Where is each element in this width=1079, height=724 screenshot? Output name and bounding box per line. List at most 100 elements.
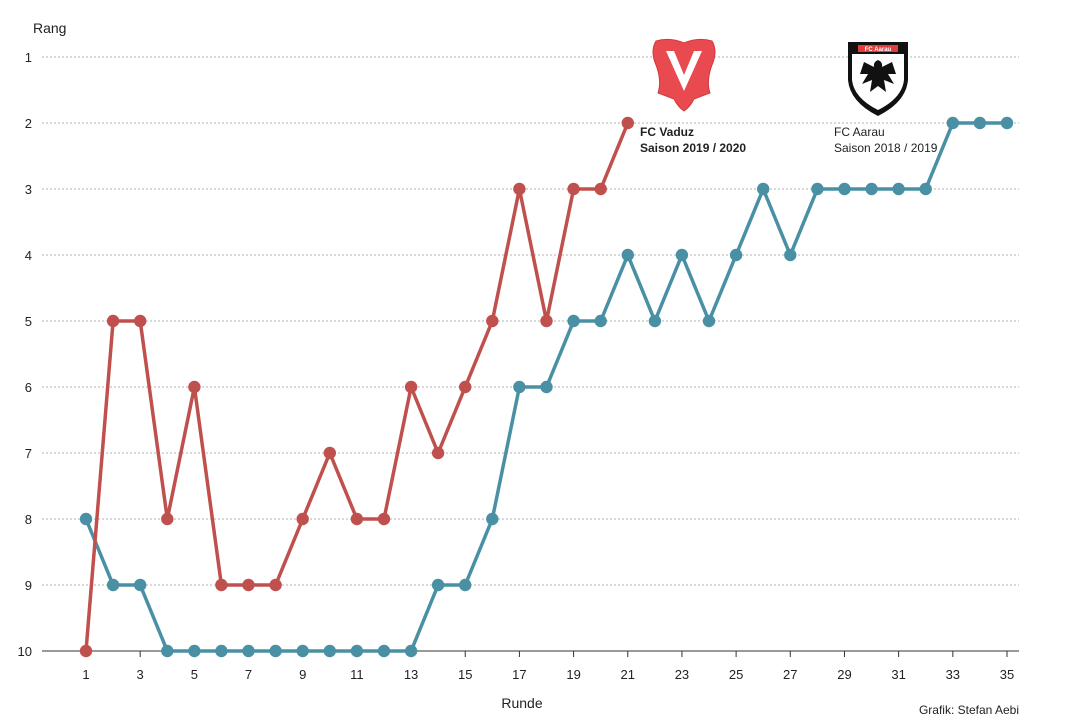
data-point-vaduz — [161, 512, 174, 526]
legend-vaduz-name: FC Vaduz — [640, 125, 694, 139]
legend-aarau-name: FC Aarau — [834, 125, 885, 139]
data-point-vaduz — [134, 314, 147, 328]
x-tick-label: 27 — [783, 667, 797, 682]
data-point-vaduz — [377, 512, 391, 526]
data-point-aarau — [161, 644, 174, 658]
data-point-vaduz — [594, 182, 607, 196]
credit-text: Grafik: Stefan Aebi — [919, 703, 1019, 717]
data-point-aarau — [242, 644, 255, 658]
data-point-vaduz — [486, 314, 499, 328]
data-point-aarau — [404, 644, 418, 658]
x-tick-label: 21 — [621, 667, 635, 682]
data-point-aarau — [188, 644, 201, 658]
x-tick-label: 1 — [82, 667, 89, 682]
data-point-vaduz — [323, 446, 336, 460]
data-point-aarau — [919, 182, 932, 196]
svg-text:FC Aarau: FC Aarau — [865, 47, 892, 53]
data-point-vaduz — [106, 314, 120, 328]
data-point-aarau — [134, 578, 147, 592]
data-point-aarau — [350, 644, 364, 658]
fc-vaduz-crest-icon — [652, 38, 716, 112]
data-point-aarau — [323, 644, 336, 658]
data-point-aarau — [621, 248, 634, 262]
data-point-aarau — [892, 182, 905, 196]
x-tick-label: 5 — [191, 667, 198, 682]
data-point-aarau — [865, 182, 878, 196]
data-point-aarau — [648, 314, 662, 328]
data-point-aarau — [377, 644, 391, 658]
x-tick-label: 25 — [729, 667, 743, 682]
y-tick-label: 10 — [18, 644, 32, 659]
y-tick-label: 8 — [25, 512, 32, 527]
x-tick-label: 19 — [566, 667, 580, 682]
x-tick-label: 7 — [245, 667, 252, 682]
data-point-vaduz — [567, 182, 580, 196]
y-tick-label: 1 — [25, 50, 32, 65]
data-point-aarau — [811, 182, 824, 196]
fc-aarau-crest-icon: FC Aarau — [848, 42, 908, 116]
x-tick-label: 23 — [675, 667, 689, 682]
x-tick-label: 35 — [1000, 667, 1014, 682]
data-point-aarau — [1000, 116, 1014, 130]
data-point-aarau — [702, 314, 716, 328]
data-point-aarau — [513, 380, 526, 394]
data-point-aarau — [973, 116, 987, 130]
y-tick-label: 9 — [25, 578, 32, 593]
data-point-aarau — [269, 644, 282, 658]
x-tick-label: 11 — [350, 667, 364, 682]
data-point-aarau — [838, 182, 851, 196]
series-layer — [79, 116, 1014, 658]
legend-vaduz-season: Saison 2019 / 2020 — [640, 141, 746, 155]
data-point-aarau — [784, 248, 797, 262]
data-point-vaduz — [188, 380, 201, 394]
y-tick-label: 6 — [25, 380, 32, 395]
data-point-vaduz — [79, 644, 93, 658]
data-point-vaduz — [215, 578, 228, 592]
series-vaduz — [79, 116, 634, 658]
data-point-aarau — [540, 380, 553, 394]
y-axis-title: Rang — [33, 20, 66, 36]
y-tick-label: 3 — [25, 182, 32, 197]
y-axis-ticks: 1 2 3 4 5 6 7 8 9 10 — [18, 50, 32, 659]
x-tick-label: 29 — [837, 667, 851, 682]
data-point-aarau — [296, 644, 309, 658]
data-point-vaduz — [621, 116, 634, 130]
x-tick-label: 17 — [512, 667, 526, 682]
x-tick-label: 3 — [137, 667, 144, 682]
x-tick-label: 31 — [891, 667, 905, 682]
data-point-aarau — [946, 116, 959, 130]
data-point-aarau — [567, 314, 580, 328]
x-axis-title: Runde — [501, 695, 542, 711]
y-tick-label: 7 — [25, 446, 32, 461]
data-point-vaduz — [296, 512, 309, 526]
x-tick-label: 9 — [299, 667, 306, 682]
data-point-vaduz — [431, 446, 445, 460]
data-point-vaduz — [404, 380, 418, 394]
y-tick-label: 2 — [25, 116, 32, 131]
legend-aarau-season: Saison 2018 / 2019 — [834, 141, 938, 155]
data-point-vaduz — [350, 512, 364, 526]
data-point-aarau — [486, 512, 499, 526]
series-aarau — [79, 116, 1014, 658]
data-point-vaduz — [540, 314, 553, 328]
data-point-vaduz — [513, 182, 526, 196]
data-point-aarau — [729, 248, 743, 262]
data-point-vaduz — [242, 578, 255, 592]
data-point-aarau — [675, 248, 689, 262]
data-point-aarau — [215, 644, 228, 658]
data-point-aarau — [594, 314, 607, 328]
data-point-vaduz — [269, 578, 282, 592]
x-axis: 1 3 5 7 9 11 13 15 17 19 21 23 25 27 29 31 33 35 — [82, 651, 1014, 682]
data-point-aarau — [459, 578, 472, 592]
data-point-aarau — [431, 578, 445, 592]
data-point-vaduz — [459, 380, 472, 394]
x-tick-label: 33 — [946, 667, 960, 682]
y-tick-label: 4 — [25, 248, 32, 263]
data-point-aarau — [757, 182, 770, 196]
x-tick-label: 15 — [458, 667, 472, 682]
data-point-aarau — [79, 512, 93, 526]
y-tick-label: 5 — [25, 314, 32, 329]
x-tick-label: 13 — [404, 667, 418, 682]
data-point-aarau — [106, 578, 120, 592]
